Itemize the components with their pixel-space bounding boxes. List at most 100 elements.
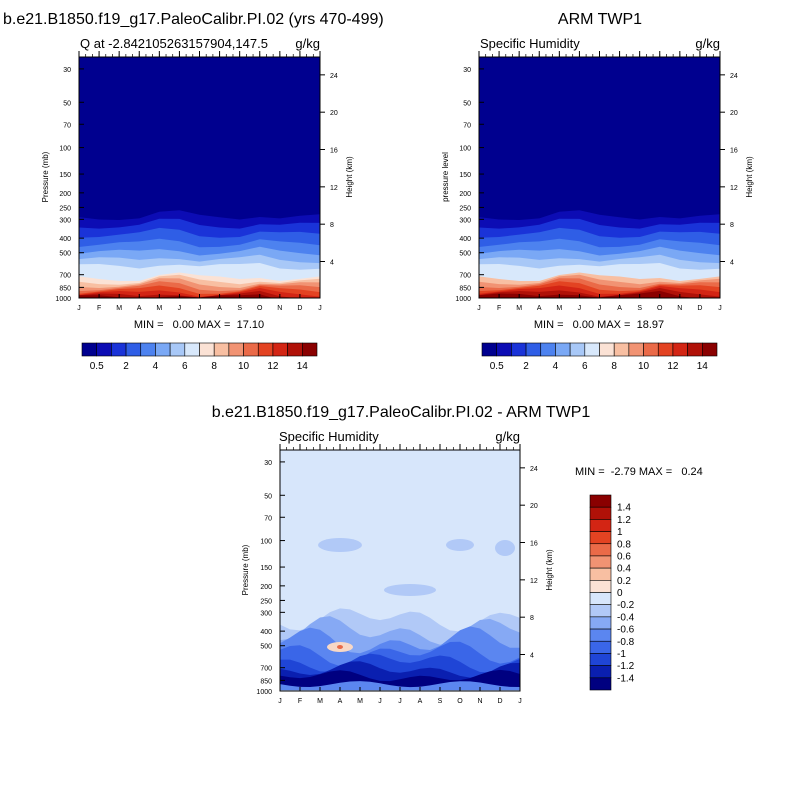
colorbar-box [228,342,244,357]
panel-b-axes: 30 50 70 100 150 200 250 300 400 500 700 850 1000 24 2… [455,51,738,312]
colorbar-label: 0.5 [490,361,504,372]
colorbar-box [111,342,127,357]
colorbar-label: 12 [667,361,679,372]
diff-blob [318,538,362,552]
month-tick-label: S [637,305,642,312]
colorbar-label: 6 [582,361,588,372]
pressure-tick-label: 850 [59,285,71,292]
month-tick-label: A [217,305,222,312]
month-tick-label: J [578,305,582,312]
panel-a-title: b.e21.B1850.f19_g17.PaleoCalibr.PI.02 (y… [3,11,384,28]
colorbar-label: 1.4 [617,503,631,514]
colorbar-label: 4 [153,361,159,372]
panel-c-ylabel-right: Height (km) [545,549,554,591]
colorbar-box [589,677,612,691]
panel-c-field [280,450,520,691]
month-tick-label: N [677,305,682,312]
colorbar-box [481,342,497,357]
pressure-tick-label: 850 [260,678,272,685]
month-tick-label: D [297,305,302,312]
pressure-tick-label: 30 [264,460,272,467]
colorbar-box [140,342,156,357]
month-tick-label: M [357,698,363,705]
pressure-tick-label: 1000 [455,296,471,303]
pressure-tick-label: 30 [63,67,71,74]
height-tick-label: 20 [730,110,738,117]
colorbar-box [643,342,659,357]
pressure-tick-label: 500 [260,644,272,651]
colorbar-box [589,640,612,654]
pressure-tick-label: 250 [59,205,71,212]
pressure-tick-label: 500 [59,251,71,258]
panel-b-right-label: g/kg [695,36,720,51]
height-tick-label: 24 [330,73,338,80]
height-tick-label: 12 [530,578,538,585]
panel-b-colorbar: 0.5 2 4 6 8 10 12 14 [481,342,718,372]
panel-c-colorbar: 1.41.210.80.60.40.20-0.2-0.4-0.6-0.8-1-1… [589,494,635,691]
month-tick-label: F [497,305,501,312]
colorbar-box [613,342,630,357]
diff-positive-core [337,645,343,649]
colorbar-label: 0.2 [617,576,631,587]
colorbar-label: 12 [267,361,279,372]
colorbar-box [496,342,512,357]
pressure-tick-label: 70 [264,515,272,522]
colorbar-box [589,616,612,630]
colorbar-box [589,592,612,605]
month-tick-label: M [156,305,162,312]
month-tick-label: J [198,305,202,312]
height-tick-label: 4 [730,260,734,267]
colorbar-box [589,653,612,666]
pressure-tick-label: 150 [59,172,71,179]
panel-c-left-label: Specific Humidity [279,429,379,444]
colorbar-box [589,519,612,532]
pressure-tick-label: 150 [459,172,471,179]
pressure-tick-label: 700 [459,273,471,280]
pressure-tick-label: 100 [59,146,71,153]
pressure-tick-label: 30 [463,67,471,74]
month-tick-label: J [178,305,182,312]
month-tick-label: M [516,305,522,312]
colorbar-box [589,555,612,569]
pressure-tick-label: 250 [459,205,471,212]
height-tick-label: 24 [530,466,538,473]
colorbar-label: -1.4 [617,673,635,684]
field-level-band [79,294,274,298]
height-tick-label: 4 [330,260,334,267]
colorbar-box [672,342,688,357]
month-tick-label: J [518,698,522,705]
height-tick-label: 16 [330,148,338,155]
panel-c-axes: 30 50 70 100 150 200 250 300 400 500 700 850 1000 24 2… [256,444,538,705]
colorbar-label: -0.8 [617,637,635,648]
month-tick-label: A [418,698,423,705]
colorbar-box [511,342,527,357]
colorbar-box [702,342,718,357]
pressure-tick-label: 400 [459,236,471,243]
colorbar-box [589,567,612,581]
panel-c-stats: MIN = -2.79 MAX = 0.24 [575,466,703,478]
colorbar-label: -1 [617,649,626,660]
colorbar-box [213,342,230,357]
panel-c-right-label: g/kg [495,429,520,444]
panel-b-ylabel: pressure level [441,152,450,202]
pressure-tick-label: 50 [63,100,71,107]
colorbar-box [155,342,171,357]
colorbar-label: 1 [617,527,623,538]
pressure-tick-label: 50 [264,493,272,500]
height-tick-label: 20 [530,503,538,510]
colorbar-label: 10 [238,361,250,372]
month-tick-label: F [298,698,302,705]
colorbar-label: 0.6 [617,551,631,562]
colorbar-box [628,342,644,357]
panel-a-ylabel: Pressure (mb) [41,151,50,202]
month-tick-label: N [277,305,282,312]
month-tick-label: F [97,305,101,312]
pressure-tick-label: 1000 [256,689,272,696]
colorbar-box [657,342,674,357]
pressure-tick-label: 200 [260,584,272,591]
panel-b-stats: MIN = 0.00 MAX = 18.97 [534,319,664,331]
height-tick-label: 4 [530,653,534,660]
colorbar-box [272,342,288,357]
colorbar-box [125,342,142,357]
colorbar-box [589,531,612,545]
